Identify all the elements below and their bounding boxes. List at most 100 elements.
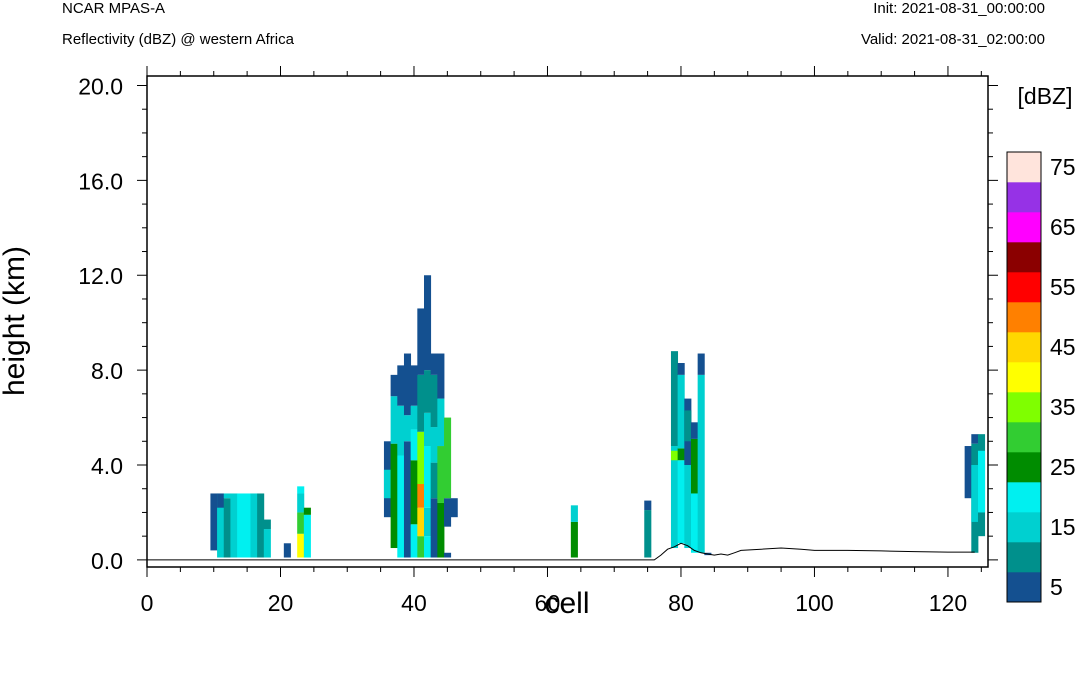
reflectivity-cell [303, 507, 311, 515]
reflectivity-cell [403, 353, 412, 416]
axis-tick-labels: 0 20 40 60 80 100 120 0.0 4.0 8.0 12.0 16.0 20.0 [78, 73, 967, 616]
colorbar-swatch [1007, 272, 1041, 303]
reflectivity-cell [390, 443, 398, 549]
colorbar-label: 55 [1050, 274, 1076, 300]
reflectivity-cell [444, 417, 452, 499]
reflectivity-cell [403, 441, 412, 558]
reflectivity-cell [424, 507, 432, 537]
reflectivity-cell [417, 507, 425, 537]
reflectivity-cell [570, 521, 578, 558]
reflectivity-cell [297, 533, 305, 558]
y-tick-label: 0.0 [91, 548, 123, 574]
colorbar-swatch [1007, 542, 1041, 573]
terrain-line [147, 542, 975, 561]
reflectivity-cell [397, 405, 405, 456]
colorbar-unit-label: [dBZ] [1018, 83, 1073, 109]
colorbar-swatch [1007, 302, 1041, 333]
reflectivity-cell [223, 498, 231, 558]
colorbar-swatch [1007, 332, 1041, 363]
colorbar-swatch [1007, 152, 1041, 183]
reflectivity-cell [444, 552, 452, 558]
colorbar-swatch [1007, 422, 1041, 453]
reflectivity-cell [684, 465, 692, 549]
x-tick-label: 0 [141, 590, 154, 616]
reflectivity-cell [430, 353, 438, 375]
reflectivity-cell [217, 493, 225, 558]
reflectivity-cell [237, 493, 245, 558]
reflectivity-cell [644, 500, 652, 511]
x-tick-label: 80 [668, 590, 694, 616]
x-tick-label: 100 [795, 590, 833, 616]
reflectivity-cell [263, 519, 271, 530]
colorbar-swatch [1007, 362, 1041, 393]
colorbar-label: 25 [1050, 454, 1076, 480]
reflectivity-cell [684, 410, 692, 442]
reflectivity-cell [424, 446, 432, 508]
x-axis-label: cell [544, 587, 589, 620]
reflectivity-cell [297, 493, 305, 513]
reflectivity-cell [690, 493, 699, 553]
reflectivity-cell [257, 493, 265, 558]
reflectivity-cell [977, 450, 986, 513]
reflectivity-cell [971, 434, 979, 444]
x-tick-label: 20 [268, 590, 294, 616]
reflectivity-cell [417, 483, 425, 508]
reflectivity-cell [690, 438, 699, 494]
reflectivity-cell [250, 493, 258, 558]
reflectivity-cell [690, 422, 699, 439]
colorbar-label: 15 [1050, 514, 1076, 540]
reflectivity-cell [383, 469, 392, 499]
reflectivity-cell [390, 396, 398, 444]
colorbar-frame [1006, 151, 1042, 603]
reflectivity-cell [437, 398, 445, 447]
reflectivity-cell [670, 351, 679, 447]
y-tick-label: 16.0 [78, 168, 123, 194]
reflectivity-cell [677, 374, 685, 449]
reflectivity-cell [410, 460, 418, 525]
valid-time: Valid: 2021-08-31_02:00:00 [860, 31, 1045, 48]
reflectivity-cell [437, 446, 445, 503]
reflectivity-cell [450, 498, 458, 518]
reflectivity-cell [670, 446, 679, 549]
reflectivity-cell [417, 374, 425, 432]
reflectivity-cell [677, 448, 685, 461]
reflectivity-cell [417, 308, 425, 375]
reflectivity-cell [230, 493, 238, 558]
reflectivity-cell [210, 493, 218, 551]
init-time: Init: 2021-08-31_00:00:00 [873, 0, 1045, 17]
y-tick-label: 20.0 [78, 73, 123, 99]
reflectivity-cell [403, 415, 412, 442]
colorbar-label: 75 [1050, 154, 1076, 180]
colorbar: 5 15 25 35 45 55 65 75 [1006, 151, 1076, 603]
colorbar-label: 45 [1050, 334, 1076, 360]
colorbar-swatch [1007, 572, 1041, 603]
reflectivity-cell [397, 455, 405, 558]
reflectivity-cell [217, 493, 225, 508]
model-title: NCAR MPAS-A [62, 0, 166, 17]
reflectivity-cell [410, 524, 418, 558]
reflectivity-cell [677, 363, 685, 375]
reflectivity-cell [303, 514, 311, 558]
y-axis-label: height (km) [0, 246, 31, 396]
reflectivity-cell [677, 460, 685, 544]
reflectivity-cell [410, 365, 418, 406]
reflectivity-cell [437, 502, 445, 558]
x-tick-label: 120 [929, 590, 967, 616]
plot-subtitle: Reflectivity (dBZ) @ western Africa [62, 31, 294, 48]
colorbar-swatch [1007, 182, 1041, 213]
reflectivity-cell [223, 493, 231, 499]
reflectivity-cell [417, 536, 425, 558]
reflectivity-cell [430, 427, 438, 463]
colorbar-swatch [1007, 512, 1041, 543]
reflectivity-cell [424, 412, 432, 447]
reflectivity-cell [410, 429, 418, 461]
y-tick-label: 8.0 [91, 358, 123, 384]
reflectivity-cell [283, 543, 291, 558]
reflectivity-cell [424, 536, 432, 558]
reflectivity-cell [644, 510, 652, 558]
reflectivity-cell [243, 493, 251, 558]
reflectivity-cell [670, 450, 679, 461]
x-tick-label: 40 [401, 590, 427, 616]
colorbar-swatch [1007, 482, 1041, 513]
reflectivity-cell [417, 431, 425, 484]
